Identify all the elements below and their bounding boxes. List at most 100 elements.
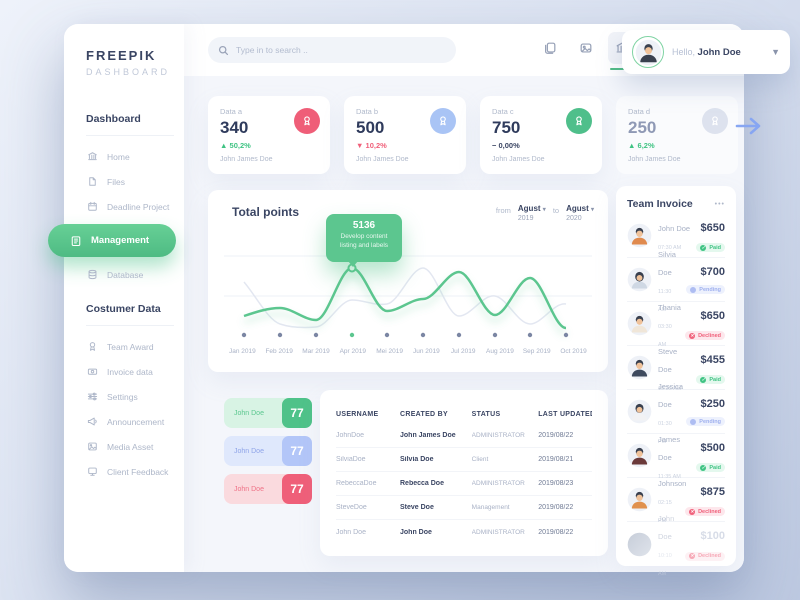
x-tick: Jan 2019 (229, 348, 256, 355)
sidebar-item-files[interactable]: Files (64, 169, 184, 194)
stat-value: 250 (628, 118, 657, 137)
documents-button[interactable] (536, 32, 564, 64)
stat-delta-value: 0,00% (498, 141, 520, 150)
cell-username: John Doe (336, 528, 366, 536)
sidebar-item-label: Settings (107, 391, 138, 402)
invoice-item[interactable]: Jessica Doe 01:30 PM $250 Pending (627, 382, 725, 445)
invoice-item[interactable]: James Doe 11:35 AM $500 ✓ Paid (627, 434, 725, 480)
app-logo: FREEPIK DASHBOARD (64, 24, 184, 77)
invoice-item[interactable]: Steve Doe 10:35 AM $455 ✓ Paid (627, 346, 725, 392)
sidebar-item-label: Files (107, 176, 125, 187)
sidebar-item-client-feedback[interactable]: Client Feedback (64, 459, 184, 484)
invoice-time: 10:10 AM (658, 553, 672, 577)
stat-label: Data d (628, 107, 651, 116)
score-card-blue[interactable]: John Doe 77 (224, 436, 312, 466)
sidebar-item-home[interactable]: Home (64, 144, 184, 169)
user-menu[interactable]: Hello, John Doe ▼ (622, 30, 790, 74)
from-month-value: Agust (517, 204, 541, 213)
search-input[interactable] (236, 45, 446, 55)
cell-username: JohnDoe (336, 432, 365, 439)
invoice-amount: $875 (700, 485, 725, 498)
stat-card-data-c: Data c 750 − 0,00% John James Doe (480, 96, 602, 174)
status-badge: Declined (698, 553, 721, 559)
sidebar-item-media-asset[interactable]: Media Asset (64, 434, 184, 459)
score-card-red[interactable]: John Doe 77 (224, 474, 312, 504)
x-tick: Feb 2019 (265, 348, 293, 355)
invoice-item[interactable]: Thania 03:30 AM $650 ✕ Declined (627, 302, 725, 348)
file-icon (89, 177, 96, 186)
trend-up-icon: ▲ (220, 141, 228, 150)
to-label: to (552, 206, 560, 215)
invoice-time: 02:15 PM (658, 499, 672, 524)
table-row[interactable]: JohnDoe John James Doe ADMINISTRATOR 201… (336, 424, 592, 448)
invoice-amount: $100 (700, 530, 725, 542)
cell-last-updated: 2019/08/22 (538, 528, 574, 536)
invoice-item[interactable]: Johnson 02:15 PM $875 ✕ Declined (627, 478, 725, 524)
date-range: from Agust ▾ 2019 to Agust ▾ 2020 (496, 204, 594, 222)
invoice-amount: $500 (700, 441, 725, 454)
from-month-select[interactable]: Agust ▾ 2019 (518, 204, 546, 222)
sidebar-section-dashboard: Dashboard Home Files Deadline Project Ma… (48, 113, 184, 287)
media-button[interactable] (572, 32, 600, 64)
sidebar-item-deadline-project[interactable]: Deadline Project (64, 194, 184, 219)
x-tick: Jul 2019 (450, 348, 476, 355)
sidebar-item-invoice-data[interactable]: Invoice data (64, 359, 184, 384)
invoice-item[interactable]: Silvia Doe 11:30 AM $700 Pending (627, 250, 725, 313)
award-badge-icon (702, 108, 728, 134)
cell-created-by: Rebecca Doe (400, 480, 444, 487)
more-menu-icon[interactable]: ••• (714, 200, 725, 208)
sidebar-item-label: Deadline Project (107, 201, 170, 212)
invoice-item[interactable]: John Doe 10:10 AM $100 ✕ Declined (627, 514, 725, 577)
invoice-item[interactable]: John Doe 07:30 AM $650 ✓ Paid (627, 214, 725, 258)
table-row[interactable]: John Doe John Doe ADMINISTRATOR 2019/08/… (336, 520, 592, 544)
cell-status: Client (471, 456, 489, 463)
invoice-name: John Doe (658, 514, 675, 541)
invoice-time: 10:35 AM (658, 385, 682, 392)
sidebar-item-management[interactable]: Management (48, 224, 176, 257)
x-tick: Apr 2019 (339, 348, 366, 355)
award-badge-icon (294, 108, 320, 134)
invoice-time: 11:30 AM (658, 288, 672, 313)
stat-label: Data a (220, 107, 243, 116)
total-points-panel: Total points from Agust ▾ 2019 to Agust … (208, 190, 608, 372)
table-row[interactable]: SteveDoe Steve Doe Management 2019/08/22 (336, 496, 592, 520)
cell-last-updated: 2019/08/21 (538, 456, 574, 463)
sidebar-item-team-award[interactable]: Team Award (64, 334, 184, 359)
chevron-down-icon: ▼ (771, 47, 780, 57)
stat-subtitle: John James Doe (628, 156, 681, 163)
invoice-name: Steve Doe (658, 346, 678, 374)
pending-dot-icon (690, 286, 697, 293)
cell-status: ADMINISTRATOR (471, 528, 525, 536)
sidebar-item-announcement[interactable]: Announcement (64, 409, 184, 434)
table-header-row: USERNAME CREATED BY STATUS LAST UPDATED (336, 404, 592, 424)
month-dots (241, 332, 569, 338)
invoice-time: 03:30 AM (658, 323, 672, 348)
pending-dot-icon (690, 418, 697, 425)
status-badge: Paid (709, 376, 721, 383)
invoice-amount: $250 (700, 397, 725, 410)
section-title: Dashboard (86, 113, 141, 125)
table-row[interactable]: RebeccaDoe Rebecca Doe ADMINISTRATOR 201… (336, 472, 592, 496)
table-row[interactable]: SilviaDoe Silvia Doe Client 2019/08/21 (336, 448, 592, 472)
invoice-amount: $455 (700, 353, 725, 366)
avatar (627, 443, 652, 468)
bank-icon (88, 152, 97, 161)
stat-delta: ▼ 10,2% (356, 141, 454, 150)
cell-created-by: John James Doe (400, 432, 456, 439)
score-card-green[interactable]: John Doe 77 (224, 398, 312, 428)
trend-flat-icon: − (492, 141, 497, 150)
stat-subtitle: John James Doe (220, 156, 273, 163)
invoice-name: James Doe (658, 434, 681, 462)
x-tick: Oct 2019 (560, 348, 587, 355)
sidebar-item-database[interactable]: Database (64, 262, 184, 287)
stat-subtitle: John James Doe (356, 156, 409, 163)
sidebar-section-costumer-data: Costumer Data Team Award Invoice data Se… (64, 303, 184, 484)
sidebar-item-settings[interactable]: Settings (64, 384, 184, 409)
avatar (632, 36, 664, 68)
to-month-select[interactable]: Agust ▾ 2020 (566, 204, 594, 222)
award-badge-icon (566, 108, 592, 134)
next-cards-button[interactable] (734, 114, 764, 138)
cell-last-updated: 2019/08/22 (538, 504, 574, 511)
score-card-value: 77 (282, 474, 312, 504)
sidebar-item-label: Media Asset (107, 441, 154, 452)
